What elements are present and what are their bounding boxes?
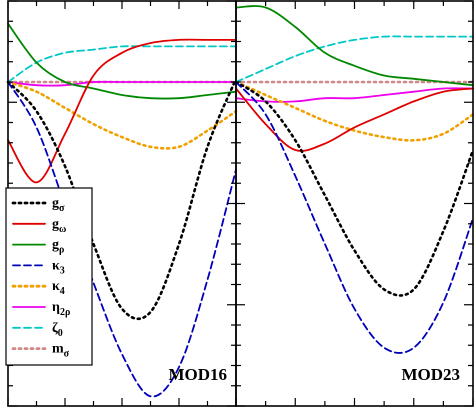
series-line-kappa_4: [6, 80, 238, 150]
legend-label-main: m: [52, 342, 64, 357]
series-line-kappa_3: [235, 81, 474, 354]
legend-label-main: g: [52, 217, 59, 232]
legend-label-subscript: 2ρ: [60, 307, 70, 318]
legend-label-subscript: ρ: [59, 245, 64, 256]
series-line-g_sigma: [234, 80, 474, 297]
legend-label-kappa_4: κ4: [52, 279, 65, 297]
series-line-g_rho: [7, 22, 237, 100]
series-line-g_omega: [235, 87, 474, 152]
legend-label-main: κ: [52, 258, 60, 273]
panel-mod23: MOD23: [234, 0, 474, 407]
series-line-g_rho: [235, 5, 474, 87]
legend-label-m_sigma: mσ: [52, 342, 70, 360]
legend-box: [5, 187, 93, 366]
panel-mod23-label: MOD23: [401, 365, 460, 384]
series-line-eta_2rho: [7, 80, 237, 87]
series-line-g_omega: [7, 38, 237, 184]
legend-label-eta_2rho: η2ρ: [52, 300, 70, 318]
legend-label-subscript: 3: [60, 265, 65, 276]
legend-label-main: κ: [52, 279, 60, 294]
legend-label-subscript: σ: [59, 203, 65, 214]
series-line-g_sigma: [6, 77, 238, 321]
panel-mod23-frame: [235, 0, 474, 407]
legend-label-g_rho: gρ: [52, 238, 64, 256]
series-line-zeta_0: [7, 45, 237, 83]
series-line-zeta_0: [235, 35, 474, 83]
legend-label-subscript: ω: [59, 224, 66, 235]
legend-label-subscript: σ: [64, 349, 70, 360]
legend-label-subscript: 0: [58, 328, 63, 339]
panel-mod23-ticks: [235, 0, 474, 407]
series-line-kappa_3: [7, 81, 237, 398]
panel-mod16: MOD16: [6, 0, 238, 407]
legend-label-subscript: 4: [60, 286, 65, 297]
panel-mod16-label: MOD16: [168, 365, 227, 384]
series-line-eta_2rho: [235, 87, 474, 103]
legend-label-g_sigma: gσ: [52, 196, 65, 214]
legend-label-main: ζ: [52, 321, 58, 336]
panel-mod16-lines: [6, 22, 238, 398]
legend-label-zeta_0: ζ0: [52, 321, 63, 339]
legend-label-g_omega: gω: [52, 217, 66, 235]
legend-label-main: g: [52, 196, 59, 211]
legend-label-main: η: [52, 300, 60, 315]
series-line-kappa_4: [234, 80, 474, 142]
legend-label-kappa_3: κ3: [52, 258, 65, 276]
panel-mod23-lines: [234, 5, 474, 354]
legend-label-main: g: [52, 238, 59, 253]
